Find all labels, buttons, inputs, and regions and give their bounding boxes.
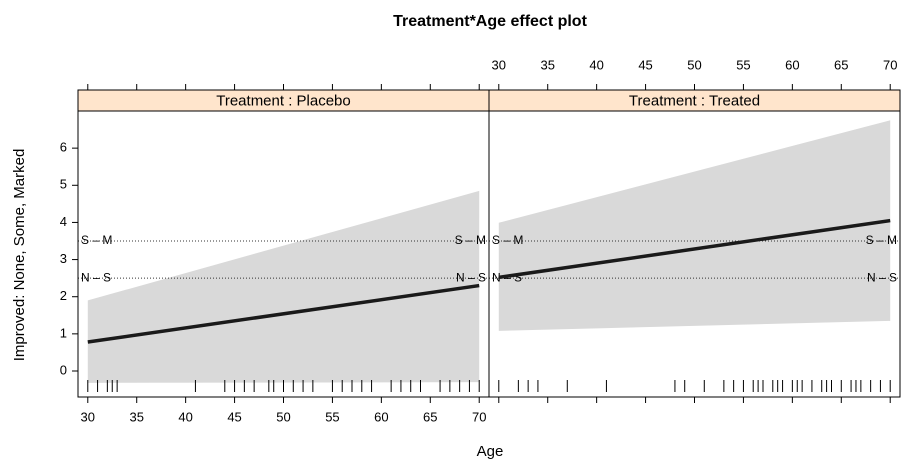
x-tick-label: 65 (423, 409, 437, 424)
x-tick-label: 35 (540, 57, 554, 72)
x-tick-label: 40 (178, 409, 192, 424)
x-tick-label: 60 (374, 409, 388, 424)
x-tick-label: 40 (589, 57, 603, 72)
x-tick-label: 45 (227, 409, 241, 424)
strip-label: Treatment : Placebo (216, 92, 351, 109)
x-tick-label: 70 (883, 57, 897, 72)
x-tick-label: 35 (129, 409, 143, 424)
x-tick-label: 55 (325, 409, 339, 424)
threshold-label: S – M (81, 233, 112, 247)
threshold-label: S – M (866, 233, 897, 247)
confidence-band (87, 190, 480, 383)
x-tick-label: 45 (638, 57, 652, 72)
y-axis-title: Improved: None, Some, Marked (11, 149, 28, 362)
threshold-label: S – M (492, 233, 523, 247)
y-tick-label: 5 (60, 177, 67, 192)
fit-line (498, 218, 891, 280)
confidence-band (498, 120, 891, 331)
x-tick-label: 30 (81, 409, 95, 424)
x-tick-label: 50 (276, 409, 290, 424)
strip-label: Treatment : Treated (629, 92, 760, 109)
y-tick-label: 4 (60, 214, 67, 229)
y-tick-label: 1 (60, 325, 67, 340)
x-tick-label: 60 (785, 57, 799, 72)
chart-title: Treatment*Age effect plot (393, 13, 587, 30)
threshold-label: N – S (867, 270, 897, 284)
threshold-label: N – S (456, 270, 486, 284)
y-tick-label: 0 (60, 362, 67, 377)
x-tick-label: 30 (492, 57, 506, 72)
x-tick-label: 55 (736, 57, 750, 72)
x-tick-label: 65 (834, 57, 848, 72)
x-tick-label: 50 (687, 57, 701, 72)
threshold-label: S – M (455, 233, 486, 247)
y-tick-label: 6 (60, 140, 67, 155)
y-tick-label: 2 (60, 288, 67, 303)
threshold-label: N – S (81, 270, 111, 284)
y-tick-label: 3 (60, 251, 67, 266)
x-axis-title: Age (477, 443, 504, 460)
x-tick-label: 70 (472, 409, 486, 424)
fit-line (87, 283, 480, 344)
